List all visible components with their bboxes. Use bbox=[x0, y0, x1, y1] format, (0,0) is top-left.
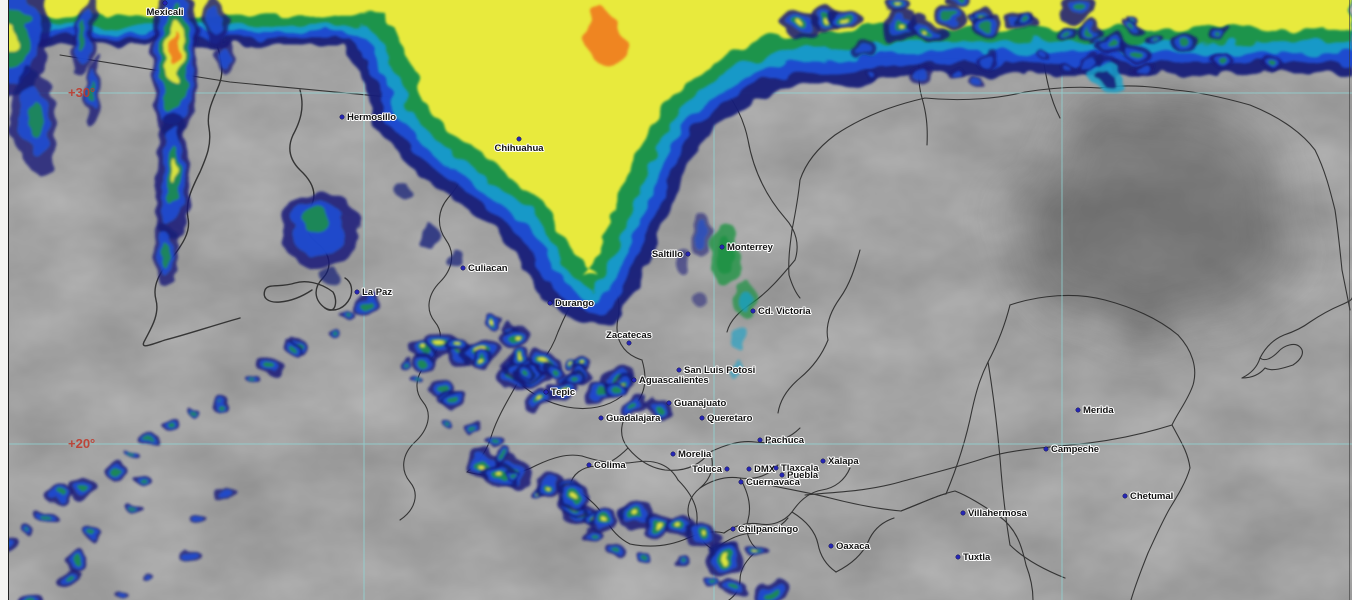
svg-text:Chihuahua: Chihuahua bbox=[494, 143, 544, 154]
svg-text:Campeche: Campeche bbox=[1051, 444, 1099, 455]
svg-text:La Paz: La Paz bbox=[362, 287, 392, 298]
svg-text:Tepic: Tepic bbox=[551, 387, 575, 398]
svg-text:Queretaro: Queretaro bbox=[707, 413, 753, 424]
svg-text:Aguascalientes: Aguascalientes bbox=[639, 375, 709, 386]
svg-text:+30°: +30° bbox=[68, 85, 95, 100]
svg-text:Oaxaca: Oaxaca bbox=[836, 541, 871, 552]
svg-text:Puebla: Puebla bbox=[787, 470, 819, 481]
svg-text:Durango: Durango bbox=[555, 298, 594, 309]
svg-text:Morelia: Morelia bbox=[678, 449, 712, 460]
svg-text:Chilpancingo: Chilpancingo bbox=[738, 524, 798, 535]
svg-text:Saltillo: Saltillo bbox=[652, 249, 683, 260]
svg-text:Colima: Colima bbox=[594, 460, 626, 471]
svg-text:Cd. Victoria: Cd. Victoria bbox=[758, 306, 811, 317]
svg-text:Monterrey: Monterrey bbox=[727, 242, 774, 253]
svg-text:Xalapa: Xalapa bbox=[828, 456, 859, 467]
svg-text:Mexicali: Mexicali bbox=[147, 7, 184, 18]
svg-text:Villahermosa: Villahermosa bbox=[968, 508, 1028, 519]
svg-text:Culiacan: Culiacan bbox=[468, 263, 508, 274]
svg-text:+20°: +20° bbox=[68, 436, 95, 451]
svg-text:Tuxtla: Tuxtla bbox=[963, 552, 991, 563]
svg-text:Merida: Merida bbox=[1083, 405, 1114, 416]
svg-text:Chetumal: Chetumal bbox=[1130, 491, 1173, 502]
svg-text:Zacatecas: Zacatecas bbox=[606, 330, 652, 341]
svg-text:Guadalajara: Guadalajara bbox=[606, 413, 661, 424]
svg-text:DMX: DMX bbox=[754, 464, 776, 475]
svg-text:Pachuca: Pachuca bbox=[765, 435, 805, 446]
svg-text:Toluca: Toluca bbox=[692, 464, 723, 475]
svg-text:Guanajuato: Guanajuato bbox=[674, 398, 726, 409]
svg-text:Hermosillo: Hermosillo bbox=[347, 112, 396, 123]
